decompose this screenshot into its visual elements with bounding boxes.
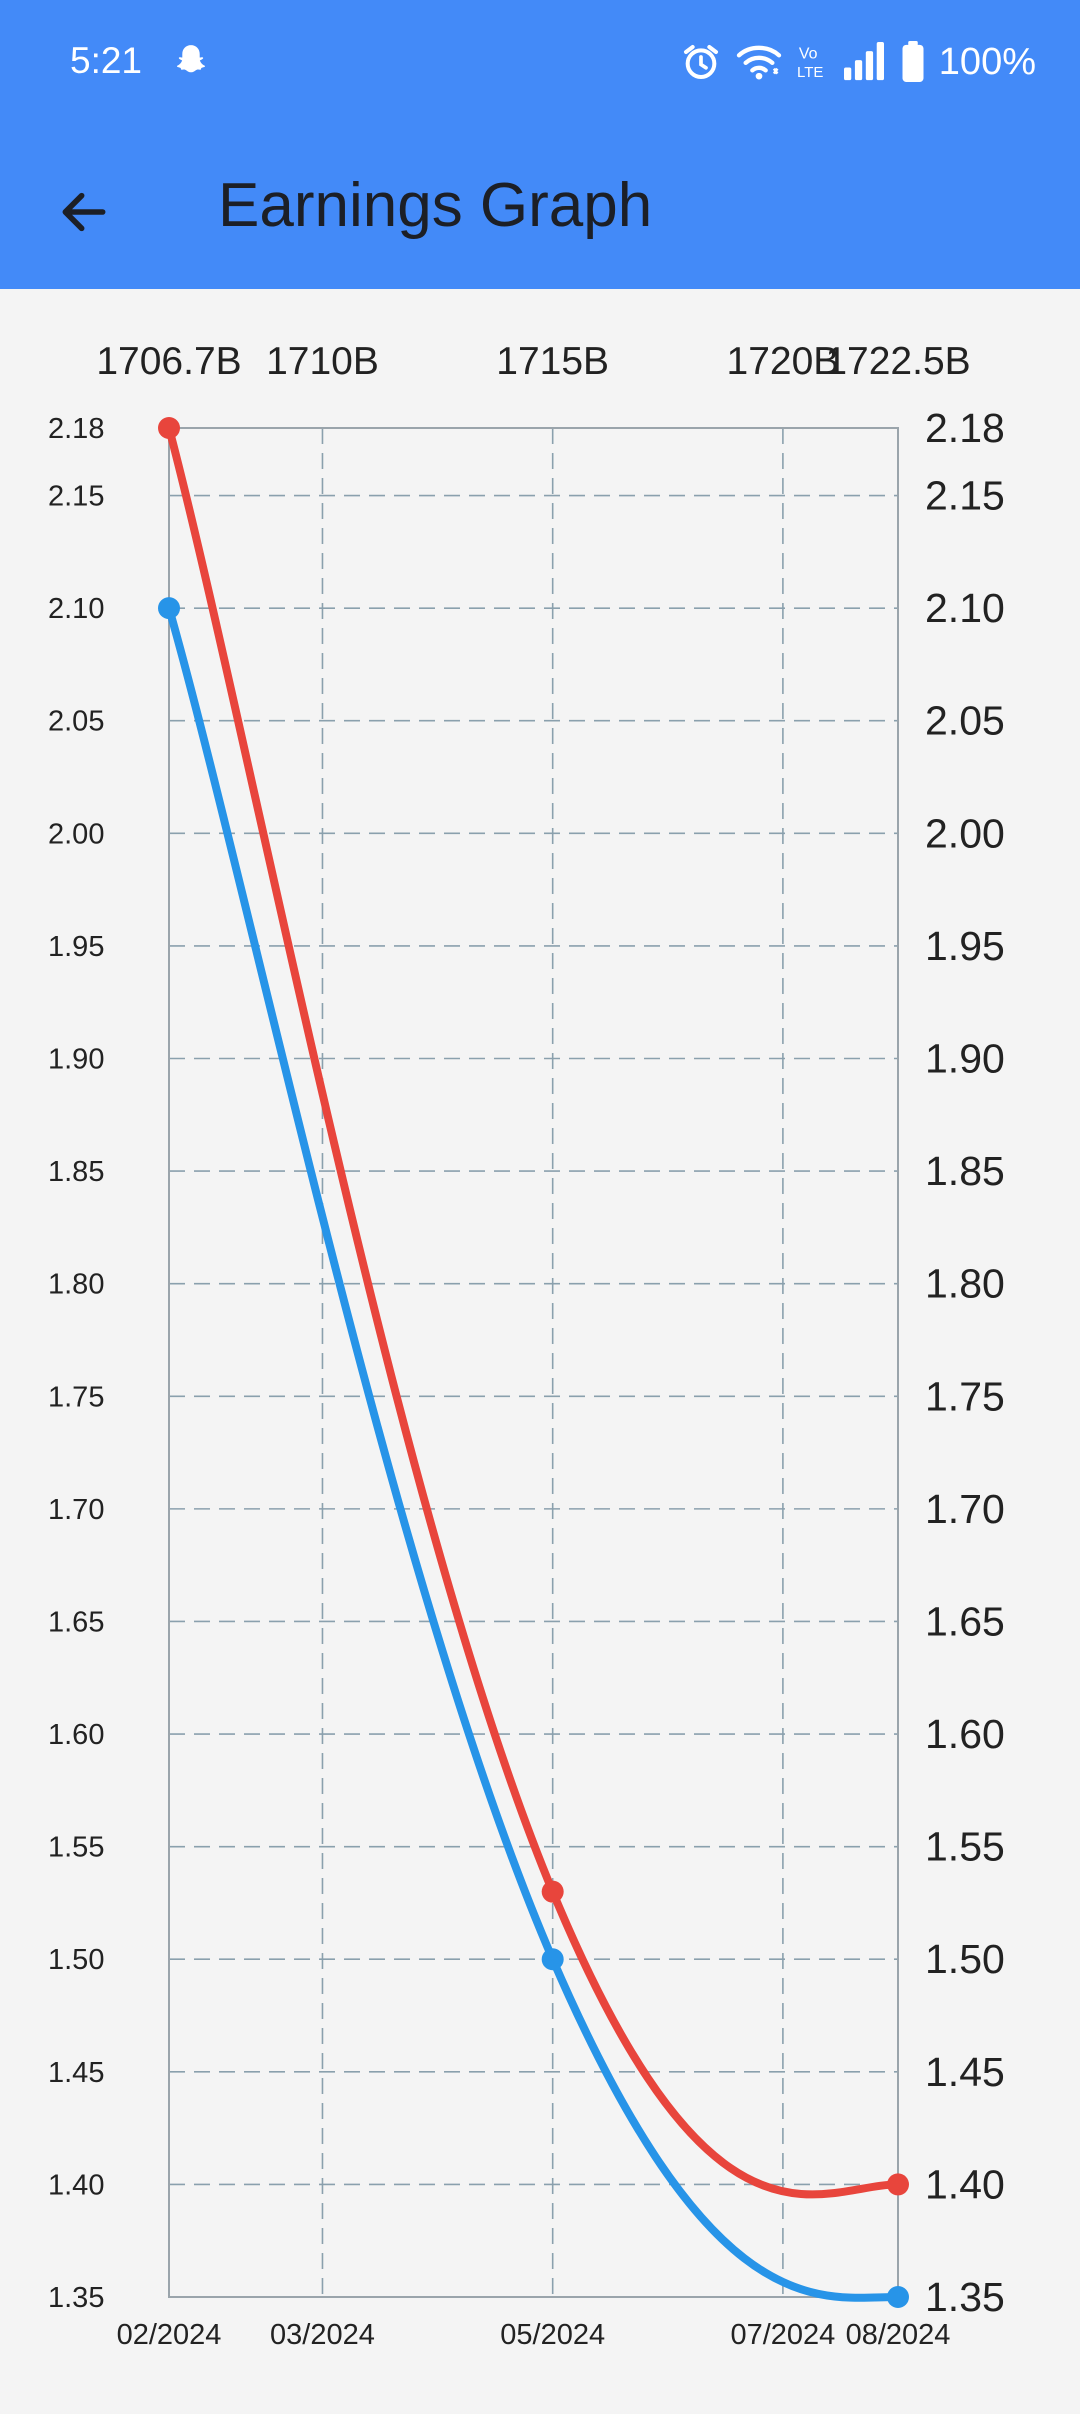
signal-icon (843, 42, 884, 81)
status-bar: 5:21 Vo LTE (0, 0, 1080, 130)
status-icons: Vo LTE 100% (681, 38, 1036, 86)
x-tick-label-top: 1722.5B (825, 340, 970, 383)
y-tick-label-left: 2.05 (48, 706, 104, 738)
wifi-icon (736, 45, 781, 80)
data-point-0 (541, 1880, 564, 1903)
y-tick-label-left: 1.40 (48, 2169, 104, 2201)
back-button[interactable] (40, 168, 128, 256)
x-tick-label-bottom: 07/2024 (730, 2319, 835, 2351)
y-tick-label-right: 1.55 (925, 1824, 1005, 1870)
page-title: Earnings Graph (218, 171, 653, 240)
status-time: 5:21 (70, 40, 143, 81)
x-tick-label-bottom: 03/2024 (270, 2319, 375, 2351)
toolbar: Earnings Graph (0, 130, 1080, 289)
x-tick-label-top: 1706.7B (96, 340, 241, 383)
y-tick-label-right: 2.18 (925, 405, 1005, 451)
y-tick-label-right: 1.85 (925, 1148, 1005, 1194)
x-tick-label-bottom: 08/2024 (846, 2319, 951, 2351)
arrow-back-icon (62, 192, 106, 232)
series-line-1 (165, 604, 902, 2302)
y-tick-label-left: 1.95 (48, 931, 104, 963)
y-tick-label-right: 2.10 (925, 585, 1005, 631)
y-tick-label-right: 2.05 (925, 698, 1005, 744)
x-tick-label-top: 1710B (266, 340, 379, 383)
y-tick-label-left: 1.70 (48, 1494, 104, 1526)
x-tick-label-bottom: 02/2024 (117, 2319, 222, 2351)
y-tick-label-left: 1.60 (48, 1719, 104, 1751)
data-point-0 (158, 417, 180, 439)
y-tick-label-left: 1.75 (48, 1381, 104, 1413)
y-tick-label-left: 1.50 (48, 1944, 104, 1976)
y-tick-label-left: 1.90 (48, 1044, 104, 1076)
y-tick-label-right: 1.40 (925, 2161, 1005, 2207)
y-tick-label-left: 2.00 (48, 818, 104, 850)
data-point-1 (887, 2286, 909, 2308)
series-line-0 (165, 424, 902, 2199)
y-tick-label-left: 1.85 (48, 1156, 104, 1188)
y-tick-label-right: 2.15 (925, 473, 1005, 519)
y-tick-label-left: 1.80 (48, 1269, 104, 1301)
svg-text:Vo: Vo (799, 45, 818, 62)
y-tick-label-right: 1.60 (925, 1711, 1005, 1757)
x-tick-label-top: 1720B (727, 340, 840, 383)
battery-icon (902, 41, 924, 83)
y-tick-label-right: 1.70 (925, 1486, 1005, 1532)
data-point-0 (887, 2173, 909, 2196)
y-tick-label-right: 1.90 (925, 1036, 1005, 1082)
y-tick-label-left: 1.35 (48, 2282, 104, 2314)
y-tick-label-right: 2.00 (925, 810, 1005, 856)
y-tick-label-right: 1.75 (925, 1373, 1005, 1419)
y-tick-label-left: 2.10 (48, 593, 104, 625)
y-tick-label-right: 1.95 (925, 923, 1005, 969)
y-tick-label-left: 1.55 (48, 1832, 104, 1864)
plot-border (168, 427, 899, 2298)
alarm-icon (683, 45, 718, 79)
data-point-1 (541, 1948, 564, 1971)
battery-percent: 100% (938, 40, 1036, 83)
y-tick-label-left: 2.18 (48, 413, 104, 445)
y-tick-label-left: 1.65 (48, 1606, 104, 1638)
data-point-1 (158, 597, 180, 620)
snapchat-ghost-icon (176, 45, 206, 73)
x-tick-label-bottom: 05/2024 (500, 2319, 605, 2351)
y-tick-label-right: 1.80 (925, 1261, 1005, 1307)
y-tick-label-left: 2.15 (48, 481, 104, 513)
y-tick-label-left: 1.45 (48, 2057, 104, 2089)
earnings-chart: 1.35 1.35 1.40 1.40 1.45 1.45 1.50 1.50 1.55 1.55… (48, 340, 1005, 2351)
app-bar: 5:21 Vo LTE (0, 0, 1080, 289)
x-tick-label-top: 1715B (496, 340, 609, 383)
svg-text:LTE: LTE (797, 64, 823, 81)
y-tick-label-right: 1.50 (925, 1936, 1005, 1982)
y-tick-label-right: 1.35 (925, 2274, 1005, 2320)
y-tick-label-right: 1.45 (925, 2049, 1005, 2095)
y-tick-label-right: 1.65 (925, 1598, 1005, 1644)
volte-icon: Vo LTE (797, 45, 823, 81)
